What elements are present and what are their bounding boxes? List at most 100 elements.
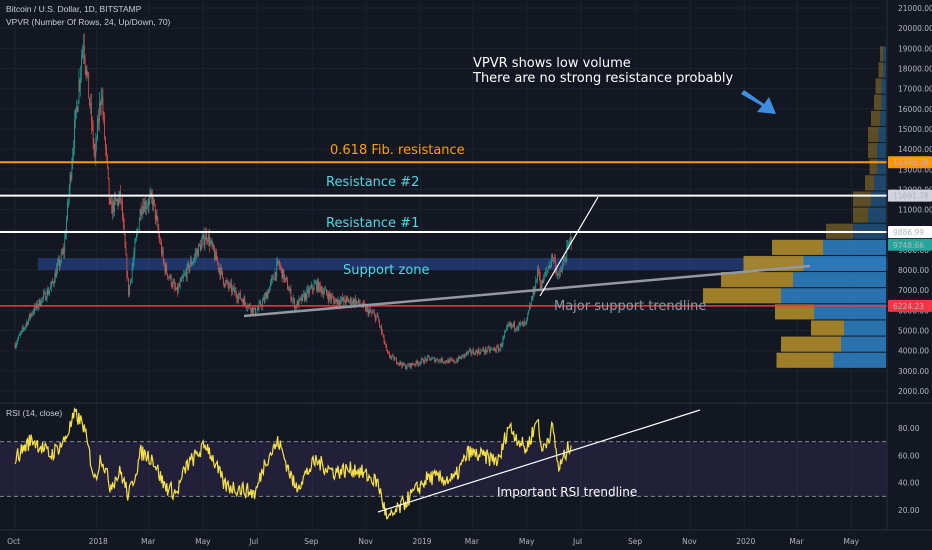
candle-body xyxy=(85,67,87,75)
candle-body xyxy=(488,347,490,348)
candle-body xyxy=(552,255,553,259)
candle-body xyxy=(144,201,145,213)
candle-body xyxy=(470,349,472,354)
candle-body xyxy=(534,289,536,294)
candle-body xyxy=(352,299,354,304)
candle-body xyxy=(323,292,325,296)
candle-body xyxy=(34,305,35,313)
candle-body xyxy=(69,174,71,190)
candle-body xyxy=(57,263,59,269)
symbol-title[interactable]: Bitcoin / U.S. Dollar, 1D, BITSTAMP xyxy=(6,4,142,14)
candle-body xyxy=(505,330,506,333)
candle-body xyxy=(203,234,205,246)
candle-body xyxy=(324,290,325,293)
candle-body xyxy=(288,290,290,291)
candle-body xyxy=(543,275,545,284)
candle-body xyxy=(479,352,481,354)
candle-body xyxy=(417,362,419,365)
candle-body xyxy=(394,358,396,361)
candle-body xyxy=(151,192,153,197)
candle-body xyxy=(498,346,499,352)
candle-body xyxy=(125,247,127,256)
vpvr-up-bar xyxy=(878,126,886,143)
candle-body xyxy=(396,358,397,364)
candle-body xyxy=(389,353,390,357)
vpvr-down-bar xyxy=(875,78,882,94)
candle-body xyxy=(472,350,474,354)
vpvr-down-bar xyxy=(880,46,883,62)
candle-body xyxy=(122,218,124,224)
candle-body xyxy=(549,265,551,267)
candle-body xyxy=(160,242,161,243)
candle-body xyxy=(114,197,115,212)
rsi-pane xyxy=(0,402,932,520)
rsi-trendline[interactable] xyxy=(377,409,701,513)
candle-body xyxy=(508,324,510,326)
steep-up-trendline[interactable] xyxy=(539,196,599,297)
vpvr-legend[interactable]: VPVR (Number Of Rows, 24, Up/Down, 70) xyxy=(6,17,171,27)
candle-body xyxy=(295,305,296,309)
candle-body xyxy=(215,251,216,260)
candle-body xyxy=(482,348,483,351)
candle-body xyxy=(47,290,49,295)
candle-body xyxy=(256,309,258,314)
candle-body xyxy=(334,299,335,304)
candle-body xyxy=(467,352,468,354)
candle-body xyxy=(374,314,376,321)
candle-body xyxy=(475,350,477,352)
candle-body xyxy=(121,199,122,204)
candle-body xyxy=(271,276,273,279)
candle-body xyxy=(242,300,244,305)
vpvr-down-bar xyxy=(772,239,823,255)
candle-body xyxy=(525,321,527,323)
candle-body xyxy=(19,334,20,336)
rsi-legend[interactable]: RSI (14, close) xyxy=(6,408,63,418)
candle-body xyxy=(199,244,200,245)
candle-body xyxy=(254,307,255,310)
candle-body xyxy=(224,284,225,287)
candle-body xyxy=(216,260,218,263)
candle-body xyxy=(401,364,403,367)
price-tick-label: 20000.00 xyxy=(898,24,932,33)
candle-body xyxy=(350,298,352,305)
candle-body xyxy=(404,364,405,366)
rsi-trendline-label: Important RSI trendline xyxy=(497,485,637,499)
candle-body xyxy=(502,337,504,344)
candle-body xyxy=(465,353,467,355)
candle-body xyxy=(389,356,391,358)
candle-body xyxy=(80,71,82,84)
price-label-text: 9886.99 xyxy=(893,228,924,237)
candle-body xyxy=(426,358,427,361)
candle-body xyxy=(97,118,98,141)
candle-body xyxy=(415,360,417,365)
candle-body xyxy=(380,326,381,327)
candle-body xyxy=(450,359,451,360)
price-tick-label: 21000.00 xyxy=(898,4,932,13)
vpvr-up-bar xyxy=(868,207,886,223)
time-tick-label: 2020 xyxy=(736,537,755,546)
candle-body xyxy=(441,358,443,362)
candle-body xyxy=(418,363,420,365)
candle-body xyxy=(211,240,213,246)
candle-body xyxy=(341,297,342,301)
candle-body xyxy=(369,309,371,311)
candle-body xyxy=(129,285,130,296)
candle-body xyxy=(294,298,295,309)
candle-body xyxy=(510,323,512,327)
candle-body xyxy=(79,80,81,84)
candle-body xyxy=(189,266,191,271)
candle-body xyxy=(196,250,198,255)
candle-body xyxy=(365,307,367,312)
candle-body xyxy=(491,348,493,350)
candle-body xyxy=(446,361,448,363)
time-tick-label: Sep xyxy=(628,537,642,546)
candle-body xyxy=(568,244,569,246)
candle-body xyxy=(544,275,545,277)
candle-body xyxy=(39,299,41,306)
candle-body xyxy=(176,287,177,290)
candle-body xyxy=(340,300,341,305)
candle-body xyxy=(436,359,438,362)
major-support-trendline[interactable] xyxy=(243,264,811,318)
candle-body xyxy=(92,124,94,144)
